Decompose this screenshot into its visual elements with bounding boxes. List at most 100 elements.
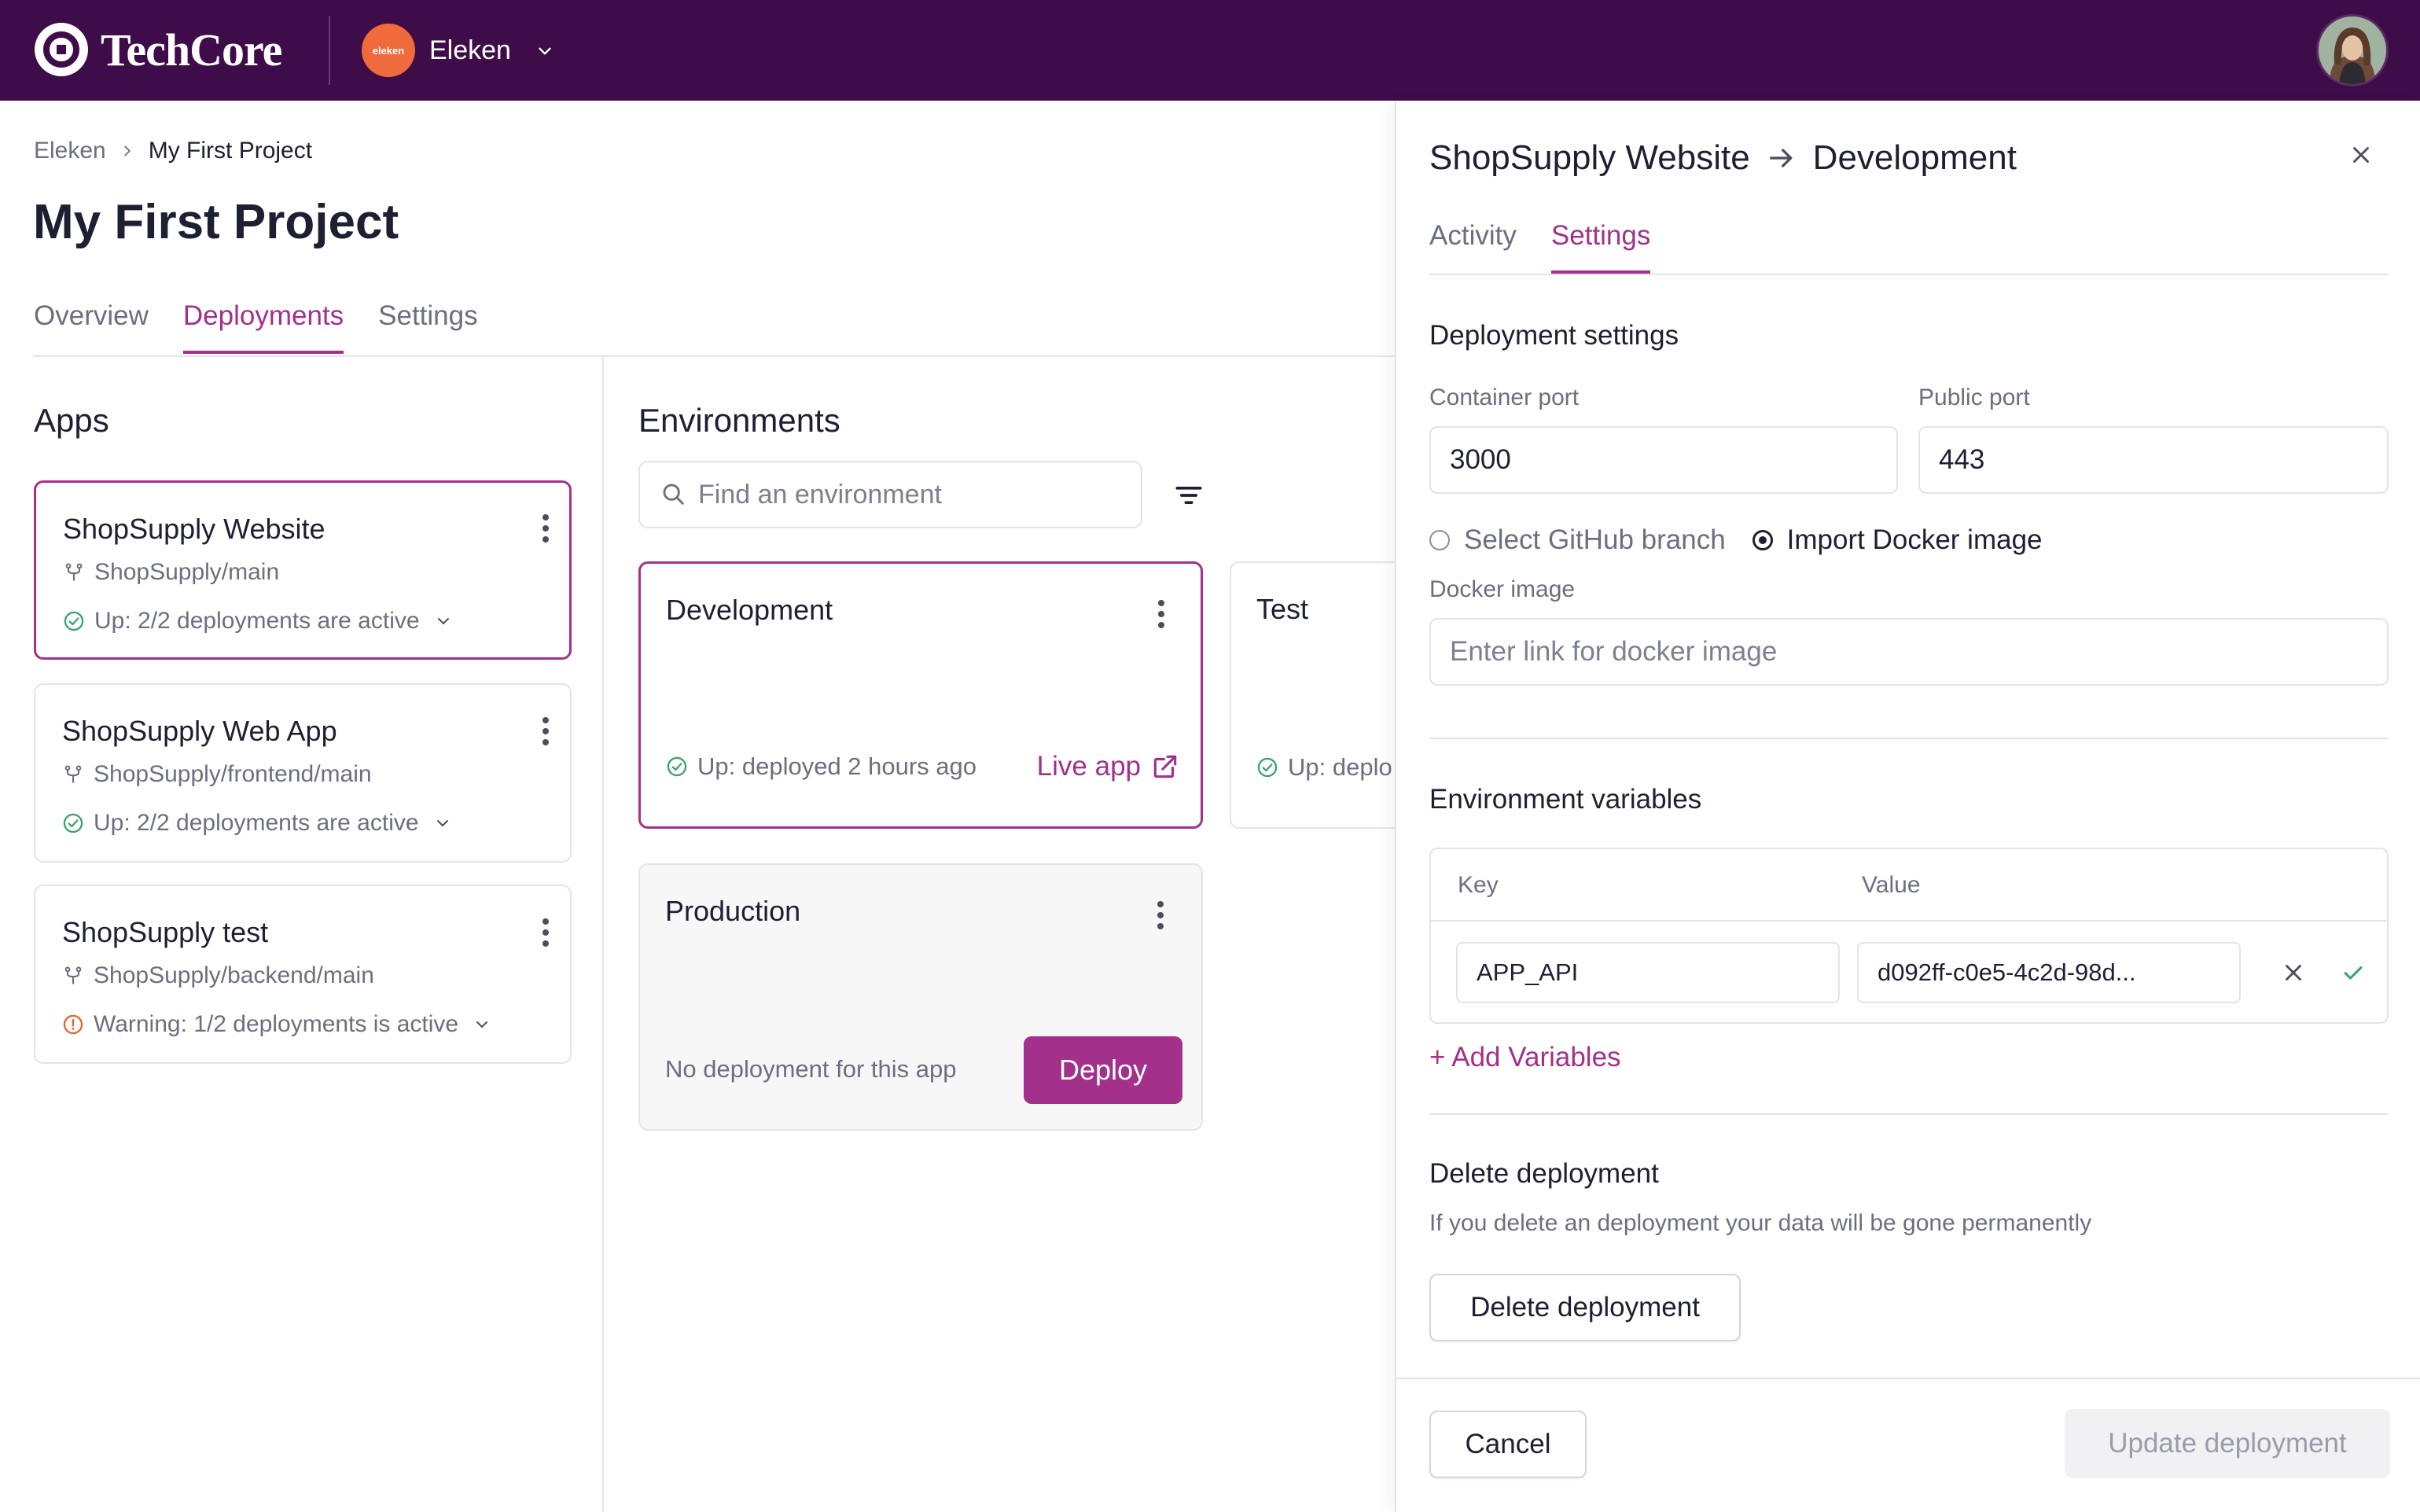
env-card-test[interactable]: Test Up: deplo [1230, 561, 1395, 829]
cancel-button[interactable]: Cancel [1429, 1411, 1587, 1478]
container-port-field[interactable] [1429, 426, 1898, 494]
top-navigation-bar: TechCore eleken Eleken [0, 0, 2420, 101]
live-app-link[interactable]: Live app [1037, 749, 1180, 784]
column-divider [602, 357, 604, 1512]
radio-docker-image[interactable] [1752, 530, 1773, 550]
user-avatar[interactable] [2316, 14, 2389, 86]
tab-deployments[interactable]: Deployments [182, 299, 344, 354]
env-name: Test [1256, 593, 1309, 625]
check-circle-icon [63, 813, 83, 833]
radio-docker-label[interactable]: Import Docker image [1786, 524, 2043, 555]
chevron-down-icon[interactable] [535, 41, 555, 61]
external-link-icon [1153, 755, 1177, 778]
app-name: ShopSupply Web App [62, 715, 337, 747]
tab-settings[interactable]: Settings [378, 300, 478, 331]
app-status[interactable]: Up: 2/2 deployments are active [62, 808, 452, 839]
app-card-shopsupply-web-app[interactable]: ShopSupply Web App ShopSupply/frontend/m… [34, 683, 572, 863]
more-options-icon[interactable] [1145, 896, 1176, 934]
deploy-button[interactable]: Deploy [1024, 1036, 1182, 1104]
main-tabs: Overview Deployments Settings [34, 299, 478, 354]
env-status-text: No deployment for this app [665, 1055, 957, 1083]
tabs-divider [33, 355, 1397, 357]
update-deployment-button[interactable]: Update deployment [2065, 1409, 2390, 1478]
tab-overview[interactable]: Overview [34, 300, 149, 331]
delete-deployment-description: If you delete an deployment your data wi… [1429, 1210, 2092, 1236]
breadcrumb: Eleken My First Project [34, 135, 312, 167]
env-card-test-clip: Test Up: deplo [1230, 561, 1395, 829]
public-port-field[interactable] [1918, 426, 2389, 494]
chevron-down-icon[interactable] [433, 814, 452, 833]
public-port-input[interactable] [1939, 444, 2387, 476]
brand-name: TechCore [101, 24, 282, 75]
env-status-text: Up: deplo [1288, 753, 1392, 781]
app-status-text: Up: 2/2 deployments are active [94, 608, 420, 634]
check-icon[interactable] [2340, 959, 2367, 986]
env-name: Development [666, 594, 833, 626]
breadcrumb-current: My First Project [148, 138, 313, 164]
warning-circle-icon [63, 1014, 83, 1035]
app-name: ShopSupply test [62, 916, 269, 948]
value-column-header: Value [1862, 872, 1921, 898]
docker-image-field[interactable] [1429, 618, 2389, 686]
chevron-down-icon[interactable] [434, 612, 453, 631]
delete-deployment-heading: Delete deployment [1429, 1158, 1659, 1189]
env-card-development[interactable]: Development Up: deployed 2 hours ago Liv… [638, 561, 1203, 829]
app-name: ShopSupply Website [63, 513, 325, 545]
radio-github-branch[interactable] [1429, 530, 1450, 550]
page-title: My First Project [33, 195, 399, 249]
app-card-shopsupply-website[interactable]: ShopSupply Website ShopSupply/main Up: 2… [34, 480, 572, 660]
environments-heading: Environments [638, 402, 840, 439]
app-repo-text: ShopSupply/frontend/main [94, 761, 372, 787]
container-port-label: Container port [1429, 384, 1580, 410]
divider [329, 16, 330, 85]
environment-search[interactable] [638, 461, 1142, 528]
more-options-icon[interactable] [530, 914, 561, 951]
filter-icon[interactable] [1171, 478, 1206, 513]
env-name: Production [665, 895, 801, 927]
panel-title: ShopSupply Website Development [1429, 135, 2017, 181]
search-input[interactable] [698, 479, 1107, 510]
search-icon [663, 484, 684, 505]
docker-image-label: Docker image [1429, 576, 1576, 602]
live-app-label: Live app [1036, 751, 1141, 782]
section-divider [1429, 738, 2389, 739]
app-status-text: Up: 2/2 deployments are active [94, 810, 419, 836]
app-status[interactable]: Warning: 1/2 deployments is active [62, 1009, 491, 1040]
panel-footer-divider [1396, 1378, 2420, 1379]
tab-activity[interactable]: Activity [1429, 220, 1517, 251]
delete-deployment-button[interactable]: Delete deployment [1429, 1274, 1741, 1341]
radio-github-label[interactable]: Select GitHub branch [1464, 524, 1726, 555]
env-card-production[interactable]: Production No deployment for this app De… [638, 863, 1203, 1131]
more-options-icon[interactable] [1146, 595, 1177, 633]
panel-title-app: ShopSupply Website [1429, 138, 1750, 177]
container-port-input[interactable] [1450, 444, 1896, 476]
tab-settings[interactable]: Settings [1550, 219, 1651, 274]
close-icon[interactable] [2280, 959, 2307, 986]
git-branch-icon [64, 966, 82, 984]
app-card-shopsupply-test[interactable]: ShopSupply test ShopSupply/backend/main … [34, 885, 572, 1064]
more-options-icon[interactable] [530, 712, 561, 750]
env-var-key-input[interactable]: APP_API [1456, 942, 1840, 1003]
breadcrumb-link-eleken[interactable]: Eleken [34, 138, 106, 164]
section-divider [1429, 1113, 2389, 1115]
check-circle-icon [1257, 757, 1278, 778]
app-status-text: Warning: 1/2 deployments is active [94, 1011, 459, 1037]
chevron-down-icon[interactable] [473, 1015, 491, 1034]
techcore-logo-icon[interactable] [33, 21, 90, 78]
env-var-value-input[interactable]: d092ff-c0e5-4c2d-98d... [1857, 942, 2241, 1003]
env-vars-heading: Environment variables [1429, 784, 1702, 815]
workspace-name[interactable]: Eleken [429, 35, 511, 65]
env-status: Up: deplo [1256, 752, 1392, 783]
git-branch-icon [65, 563, 83, 581]
app-status[interactable]: Up: 2/2 deployments are active [63, 605, 453, 637]
close-icon[interactable] [2348, 142, 2374, 168]
add-variables-button[interactable]: + Add Variables [1429, 1042, 1621, 1072]
public-port-label: Public port [1918, 384, 2030, 410]
arrow-right-icon [1769, 149, 1793, 167]
docker-image-input[interactable] [1450, 636, 2387, 668]
more-options-icon[interactable] [530, 510, 561, 547]
deployment-details-panel: ShopSupply Website Development Activity … [1395, 101, 2420, 1512]
check-circle-icon [64, 611, 84, 631]
env-status-text: Up: deployed 2 hours ago [697, 752, 977, 780]
workspace-avatar[interactable]: eleken [362, 24, 415, 77]
